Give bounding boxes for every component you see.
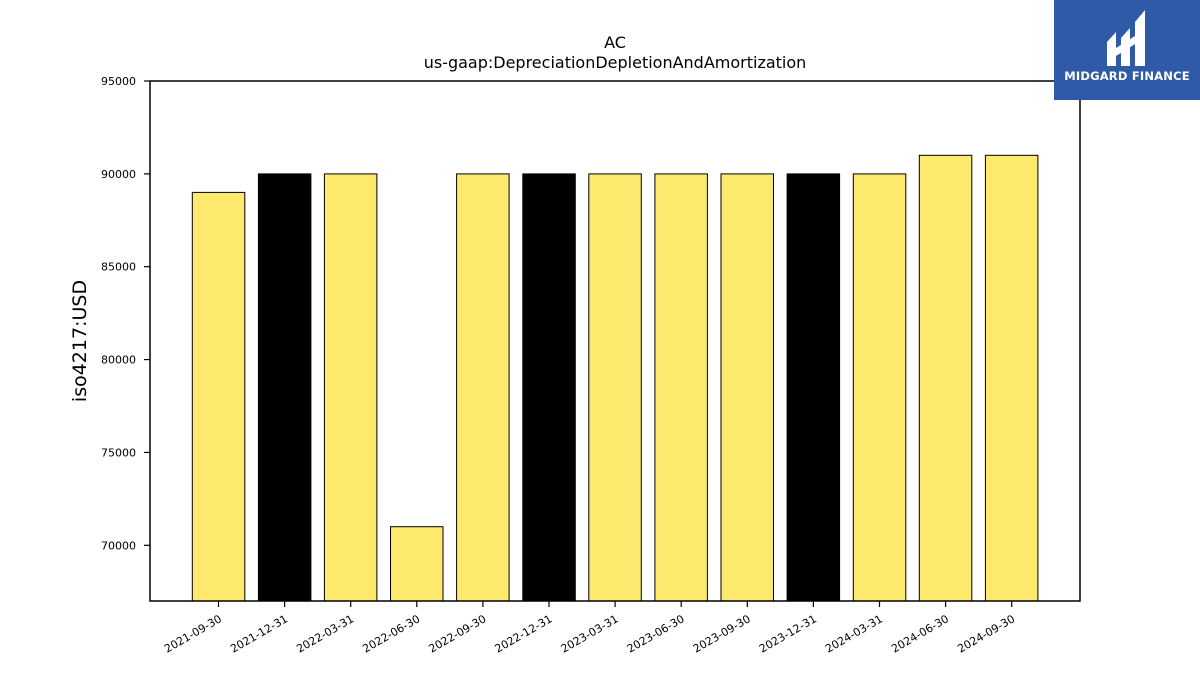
y-tick-label: 75000: [101, 446, 136, 459]
brand-logo: MIDGARD FINANCE: [1054, 0, 1200, 100]
bar-2023-12-31: [786, 173, 841, 602]
bar-2021-12-31: [257, 173, 312, 602]
y-axis: 70000 75000 80000 85000 90000 95000: [101, 75, 150, 552]
chart-subtitle: us-gaap:DepreciationDepletionAndAmortiza…: [424, 53, 807, 72]
x-tick-label: 2023-12-31: [757, 612, 819, 655]
logo-text: MIDGARD FINANCE: [1064, 69, 1190, 83]
y-tick-label: 95000: [101, 75, 136, 88]
x-tick-label: 2024-06-30: [889, 612, 951, 655]
x-tick-label: 2023-06-30: [625, 612, 687, 655]
chart-title: AC: [604, 33, 626, 52]
bar-2024-03-31: [852, 173, 907, 602]
bar-2021-09-30: [191, 191, 246, 602]
x-tick-label: 2023-03-31: [559, 612, 621, 655]
x-tick-label: 2022-03-31: [294, 612, 356, 655]
y-tick-label: 85000: [101, 261, 136, 274]
x-axis: 2021-09-30 2021-12-31 2022-03-31 2022-06-30…: [162, 601, 1017, 656]
x-tick-label: 2022-12-31: [493, 612, 555, 655]
bar-2023-03-31: [588, 173, 642, 602]
x-tick-label: 2024-09-30: [955, 612, 1017, 655]
bar-2023-09-30: [720, 173, 774, 602]
bar-2024-06-30: [918, 154, 973, 602]
bar-2022-12-31: [522, 173, 576, 602]
logo-mark-icon: [1107, 10, 1145, 66]
y-tick-label: 80000: [101, 354, 136, 367]
x-tick-label: 2021-09-30: [162, 612, 224, 655]
x-tick-label: 2023-09-30: [691, 612, 753, 655]
bar-2024-09-30: [984, 154, 1039, 602]
bar-2022-03-31: [323, 173, 378, 602]
y-tick-label: 90000: [101, 168, 136, 181]
bar-2023-06-30: [654, 173, 708, 602]
x-tick-label: 2022-06-30: [360, 612, 422, 655]
x-tick-label: 2024-03-31: [823, 612, 885, 655]
bar-2022-09-30: [456, 173, 510, 602]
bar-2022-06-30: [390, 526, 444, 602]
x-tick-label: 2022-09-30: [427, 612, 489, 655]
bars-group: [191, 154, 1039, 602]
y-tick-label: 70000: [101, 539, 136, 552]
x-tick-label: 2021-12-31: [228, 612, 290, 655]
y-axis-label: iso4217:USD: [69, 280, 91, 402]
